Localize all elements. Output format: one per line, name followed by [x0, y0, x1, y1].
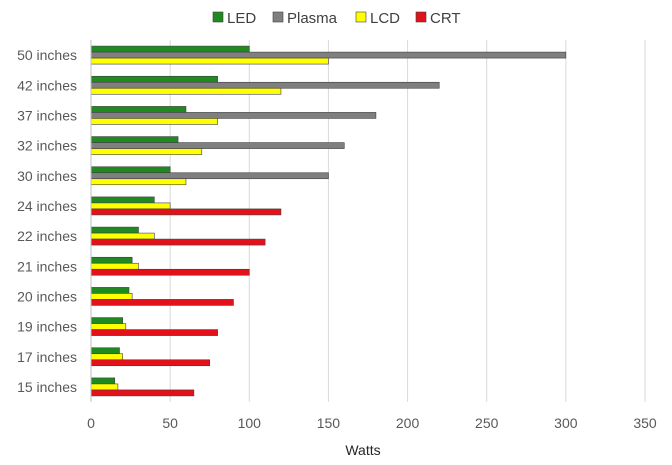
category-label: 32 inches [17, 138, 77, 154]
bar-crt-24-inches [90, 208, 282, 216]
bar-lcd-21-inches [90, 262, 139, 270]
legend-swatch-plasma [272, 11, 284, 23]
bar-lcd-37-inches [90, 118, 218, 125]
legend-label-plasma: Plasma [287, 10, 338, 27]
category-label: 42 inches [17, 77, 77, 93]
bar-plasma-50-inches [90, 51, 567, 59]
x-tick-labels: 0 50 100 150 200 250 300 350 [87, 415, 657, 431]
category-label: 50 inches [17, 47, 77, 63]
bar-lcd-15-inches [90, 383, 119, 391]
bar-plasma-42-inches [90, 81, 440, 89]
bar-led-37-inches [90, 106, 187, 113]
bar-lcd-42-inches [90, 87, 282, 95]
category-label: 21 inches [17, 258, 77, 274]
bar-lcd-22-inches [90, 232, 155, 240]
bar-crt-15-inches [90, 389, 195, 397]
bar-led-20-inches [90, 287, 130, 294]
bar-led-15-inches [90, 377, 116, 385]
bar-led-50-inches [90, 45, 250, 53]
bar-led-24-inches [90, 196, 155, 204]
x-tick-label: 200 [396, 415, 420, 431]
x-tick-label: 50 [162, 415, 178, 431]
bar-lcd-17-inches [90, 353, 123, 361]
x-tick-label: 150 [317, 415, 341, 431]
bar-crt-20-inches [90, 299, 234, 306]
bar-led-32-inches [90, 136, 179, 143]
legend: LED Plasma LCD CRT [212, 10, 461, 27]
category-label: 19 inches [17, 319, 77, 335]
category-labels: 50 inches 42 inches 37 inches 32 inches 30 i… [17, 47, 77, 395]
gridlines [169, 40, 646, 402]
x-tick-label: 0 [87, 415, 95, 431]
category-label: 30 inches [17, 168, 77, 184]
bar-lcd-24-inches [90, 202, 171, 210]
category-label: 20 inches [17, 288, 77, 304]
bar-led-22-inches [90, 226, 139, 234]
legend-label-crt: CRT [430, 10, 461, 27]
bar-led-21-inches [90, 256, 133, 264]
bar-lcd-32-inches [90, 148, 203, 155]
bar-led-30-inches [90, 166, 171, 174]
category-label: 17 inches [17, 349, 77, 365]
x-tick-label: 250 [475, 415, 499, 431]
bar-lcd-50-inches [90, 57, 329, 65]
category-label: 24 inches [17, 198, 77, 214]
x-axis-title: Watts [345, 442, 380, 458]
bar-led-17-inches [90, 347, 120, 355]
bar-plasma-37-inches [90, 112, 377, 119]
bar-led-19-inches [90, 317, 123, 324]
bar-crt-22-inches [90, 238, 266, 246]
legend-swatch-lcd [355, 11, 367, 23]
bar-lcd-19-inches [90, 323, 127, 330]
x-tick-label: 300 [554, 415, 578, 431]
bar-led-42-inches [90, 75, 218, 83]
bar-plasma-30-inches [90, 172, 329, 180]
category-label: 15 inches [17, 379, 77, 395]
x-tick-label: 100 [238, 415, 262, 431]
bar-crt-21-inches [90, 268, 250, 276]
legend-label-led: LED [227, 10, 256, 27]
legend-swatch-crt [415, 11, 427, 23]
bar-lcd-30-inches [90, 178, 187, 186]
bar-plasma-32-inches [90, 142, 345, 149]
legend-swatch-led [212, 11, 224, 23]
bar-crt-19-inches [90, 329, 218, 336]
bar-crt-17-inches [90, 359, 211, 367]
category-label: 22 inches [17, 228, 77, 244]
x-tick-label: 350 [633, 415, 657, 431]
legend-label-lcd: LCD [370, 10, 400, 27]
bar-lcd-20-inches [90, 293, 133, 300]
category-label: 37 inches [17, 107, 77, 123]
